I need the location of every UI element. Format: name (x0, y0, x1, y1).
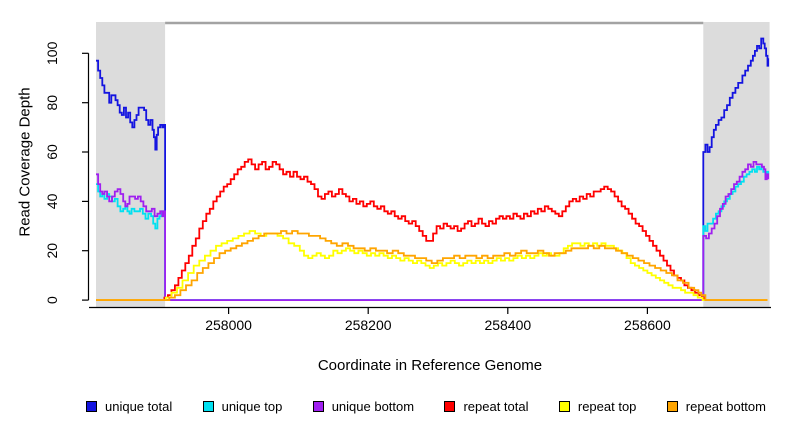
legend-label: unique top (221, 398, 283, 414)
x-tick-label: 258400 (484, 317, 531, 333)
legend-swatch-repeat-total (444, 400, 456, 412)
x-axis-title: Coordinate in Reference Genome (317, 357, 543, 374)
legend-swatch-repeat-top (558, 400, 570, 412)
legend-swatch-repeat-bottom (666, 400, 678, 412)
series-line-repeat-bottom (96, 230, 768, 301)
x-tick-label: 258600 (624, 317, 671, 333)
series-line-unique-bottom (96, 161, 770, 301)
series-line-repeat-total (96, 158, 768, 301)
x-tick-label: 258200 (345, 317, 392, 333)
legend-swatch-unique-top (202, 400, 214, 412)
legend-item-repeat-top: repeat top (558, 398, 637, 414)
legend-label: repeat top (577, 398, 637, 414)
legend-label: unique bottom (331, 398, 415, 414)
legend-swatch-unique-bottom (312, 400, 324, 412)
y-tick-label: 40 (44, 193, 60, 209)
legend-swatch-unique-total (86, 400, 97, 412)
series-line-unique-total (96, 37, 770, 301)
legend-label: repeat total (463, 398, 529, 414)
legend-item-unique-bottom: unique bottom (312, 398, 415, 414)
y-tick-label: 60 (44, 144, 60, 160)
legend-item-unique-total: unique total (86, 399, 172, 414)
legend-item-repeat-total: repeat total (444, 398, 529, 414)
legend-label: unique total (105, 398, 173, 414)
y-tick-label: 0 (44, 296, 60, 304)
y-axis-title: Read Coverage Depth (16, 87, 34, 237)
shaded-unique-region (96, 22, 166, 308)
y-tick-label: 20 (44, 243, 60, 259)
legend: unique total unique top unique bottom re… (86, 397, 766, 415)
legend-item-unique-top: unique top (202, 398, 283, 414)
legend-label: repeat bottom (685, 398, 766, 414)
y-tick-label: 100 (44, 41, 60, 65)
x-tick-label: 258000 (205, 317, 252, 333)
legend-item-repeat-bottom: repeat bottom (666, 398, 766, 414)
y-tick-label: 80 (44, 95, 60, 111)
